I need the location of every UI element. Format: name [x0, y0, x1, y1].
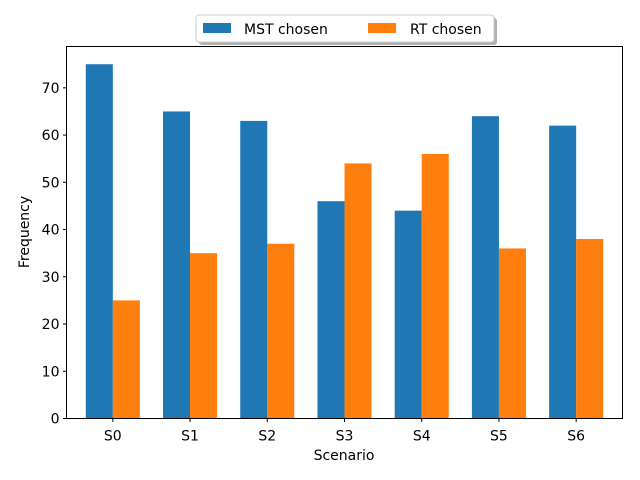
x-tick-label-s3: S3 — [336, 429, 354, 445]
x-tick-label-s2: S2 — [258, 429, 276, 445]
y-tick-label: 40 — [42, 223, 60, 239]
y-tick-label: 50 — [42, 175, 60, 191]
x-tick-label-s6: S6 — [567, 429, 585, 445]
bar-mst-chosen-s0 — [85, 64, 113, 419]
y-tick-label: 0 — [51, 412, 60, 428]
y-tick-label: 10 — [42, 364, 60, 380]
bar-rt-chosen-s3 — [344, 163, 372, 419]
y-axis: 0 10 20 30 40 50 60 70 — [42, 81, 67, 428]
x-tick-label-s4: S4 — [413, 429, 431, 445]
bar-rt-chosen-s5 — [498, 248, 526, 419]
bar-mst-chosen-s2 — [240, 120, 268, 419]
x-axis-label: Scenario — [314, 448, 375, 464]
legend: MST chosen RT chosen — [195, 14, 497, 45]
y-tick-label: 20 — [42, 317, 60, 333]
legend-label-rt-chosen: RT chosen — [410, 22, 482, 38]
bar-mst-chosen-s5 — [471, 116, 499, 419]
x-tick-label-s0: S0 — [104, 429, 122, 445]
x-axis: S0 S1 S2 S3 S4 S5 S6 — [104, 418, 585, 445]
legend-swatch-mst-chosen — [203, 23, 231, 33]
bar-rt-chosen-s1 — [190, 253, 218, 419]
bar-mst-chosen-s4 — [394, 210, 422, 419]
x-tick-label-s1: S1 — [181, 429, 199, 445]
bar-rt-chosen-s6 — [576, 238, 604, 419]
bar-rt-chosen-s0 — [112, 300, 140, 419]
y-axis-label: Frequency — [17, 196, 33, 268]
legend-label-mst-chosen: MST chosen — [244, 22, 328, 38]
bar-rt-chosen-s2 — [267, 243, 295, 419]
bars-layer — [85, 64, 604, 419]
bar-mst-chosen-s3 — [317, 201, 345, 419]
bar-mst-chosen-s1 — [163, 111, 191, 419]
y-tick-label: 70 — [42, 81, 60, 97]
x-tick-label-s5: S5 — [490, 429, 508, 445]
y-tick-label: 30 — [42, 270, 60, 286]
bar-rt-chosen-s4 — [421, 153, 449, 419]
bar-mst-chosen-s6 — [549, 125, 577, 419]
legend-swatch-rt-chosen — [368, 23, 396, 33]
y-tick-label: 60 — [42, 128, 60, 144]
legend-frame — [195, 14, 495, 43]
